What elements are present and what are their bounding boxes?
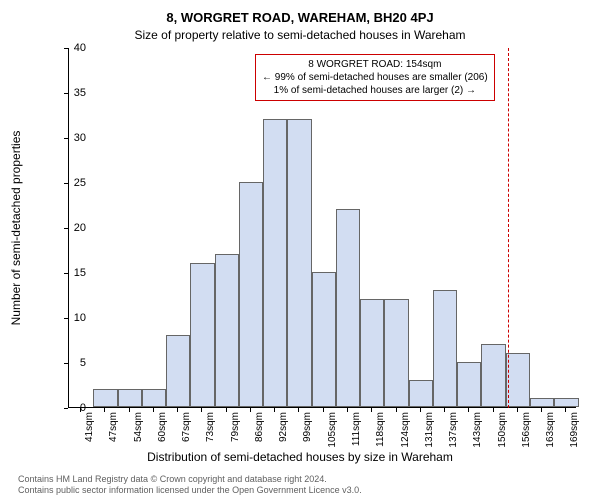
histogram-bar bbox=[118, 389, 142, 407]
x-tick-label: 118sqm bbox=[375, 412, 386, 447]
x-tick-label: 99sqm bbox=[302, 412, 313, 442]
x-tick-mark bbox=[444, 408, 445, 412]
y-tick-mark bbox=[64, 138, 68, 139]
x-axis-label: Distribution of semi-detached houses by … bbox=[0, 450, 600, 464]
histogram-bar bbox=[93, 389, 117, 407]
y-tick-mark bbox=[64, 273, 68, 274]
info-box: 8 WORGRET ROAD: 154sqm ← 99% of semi-det… bbox=[255, 54, 495, 101]
histogram-bar bbox=[360, 299, 384, 407]
x-tick-label: 150sqm bbox=[497, 412, 508, 448]
x-tick-mark bbox=[298, 408, 299, 412]
histogram-bar bbox=[530, 398, 554, 407]
y-tick-label: 0 bbox=[56, 402, 86, 414]
marker-line bbox=[508, 48, 509, 408]
y-tick-label: 30 bbox=[56, 132, 86, 144]
y-tick-label: 5 bbox=[56, 357, 86, 369]
x-tick-mark bbox=[104, 408, 105, 412]
y-tick-label: 10 bbox=[56, 312, 86, 324]
x-tick-label: 41sqm bbox=[84, 412, 95, 442]
x-tick-mark bbox=[541, 408, 542, 412]
x-tick-mark bbox=[468, 408, 469, 412]
y-tick-mark bbox=[64, 48, 68, 49]
histogram-bar bbox=[263, 119, 287, 407]
x-tick-mark bbox=[250, 408, 251, 412]
histogram-bar bbox=[166, 335, 190, 407]
x-tick-mark bbox=[517, 408, 518, 412]
x-tick-mark bbox=[153, 408, 154, 412]
y-tick-mark bbox=[64, 408, 68, 409]
x-tick-mark bbox=[80, 408, 81, 412]
x-tick-label: 111sqm bbox=[351, 412, 362, 446]
y-tick-mark bbox=[64, 183, 68, 184]
x-tick-label: 124sqm bbox=[400, 412, 411, 448]
x-tick-mark bbox=[420, 408, 421, 412]
y-axis-label: Number of semi-detached properties bbox=[9, 131, 23, 326]
y-tick-label: 20 bbox=[56, 222, 86, 234]
y-tick-mark bbox=[64, 93, 68, 94]
x-tick-label: 105sqm bbox=[327, 412, 338, 448]
histogram-bar bbox=[409, 380, 433, 407]
x-tick-mark bbox=[177, 408, 178, 412]
y-tick-label: 35 bbox=[56, 87, 86, 99]
histogram-bar bbox=[239, 182, 263, 407]
x-tick-label: 67sqm bbox=[181, 412, 192, 442]
x-tick-label: 169sqm bbox=[569, 412, 580, 448]
title-main: 8, WORGRET ROAD, WAREHAM, BH20 4PJ bbox=[0, 10, 600, 25]
histogram-bar bbox=[215, 254, 239, 407]
y-tick-label: 40 bbox=[56, 42, 86, 54]
x-tick-label: 92sqm bbox=[278, 412, 289, 442]
footnote-line2: Contains public sector information licen… bbox=[18, 485, 362, 495]
x-tick-mark bbox=[201, 408, 202, 412]
y-tick-label: 15 bbox=[56, 267, 86, 279]
footnote-line1: Contains HM Land Registry data © Crown c… bbox=[18, 474, 327, 484]
title-sub: Size of property relative to semi-detach… bbox=[0, 28, 600, 42]
x-tick-mark bbox=[493, 408, 494, 412]
histogram-bar bbox=[336, 209, 360, 407]
y-tick-mark bbox=[64, 228, 68, 229]
plot-area bbox=[68, 48, 576, 408]
x-tick-label: 143sqm bbox=[472, 412, 483, 448]
histogram-bar bbox=[554, 398, 578, 407]
x-tick-mark bbox=[347, 408, 348, 412]
x-tick-label: 137sqm bbox=[448, 412, 459, 448]
x-tick-label: 54sqm bbox=[133, 412, 144, 442]
x-tick-label: 60sqm bbox=[157, 412, 168, 442]
histogram-bar bbox=[287, 119, 311, 407]
histogram-bar bbox=[506, 353, 530, 407]
histogram-bar bbox=[481, 344, 505, 407]
x-tick-mark bbox=[274, 408, 275, 412]
x-tick-label: 131sqm bbox=[424, 412, 435, 448]
info-line3: 1% of semi-detached houses are larger (2… bbox=[274, 85, 476, 96]
x-tick-label: 73sqm bbox=[205, 412, 216, 442]
histogram-bar bbox=[433, 290, 457, 407]
x-tick-mark bbox=[226, 408, 227, 412]
x-tick-label: 86sqm bbox=[254, 412, 265, 442]
info-line2: ← 99% of semi-detached houses are smalle… bbox=[262, 72, 488, 83]
histogram-bar bbox=[457, 362, 481, 407]
x-tick-label: 156sqm bbox=[521, 412, 532, 448]
x-tick-mark bbox=[396, 408, 397, 412]
x-tick-label: 47sqm bbox=[108, 412, 119, 442]
histogram-bar bbox=[384, 299, 408, 407]
x-tick-label: 163sqm bbox=[545, 412, 556, 448]
histogram-bar bbox=[312, 272, 336, 407]
x-tick-mark bbox=[565, 408, 566, 412]
x-tick-mark bbox=[371, 408, 372, 412]
footnote: Contains HM Land Registry data © Crown c… bbox=[18, 474, 582, 497]
x-tick-mark bbox=[129, 408, 130, 412]
histogram-bar bbox=[190, 263, 214, 407]
x-tick-mark bbox=[323, 408, 324, 412]
x-tick-label: 79sqm bbox=[230, 412, 241, 442]
info-line1: 8 WORGRET ROAD: 154sqm bbox=[308, 59, 441, 70]
y-tick-label: 25 bbox=[56, 177, 86, 189]
histogram-bar bbox=[142, 389, 166, 407]
y-tick-mark bbox=[64, 363, 68, 364]
y-tick-mark bbox=[64, 318, 68, 319]
